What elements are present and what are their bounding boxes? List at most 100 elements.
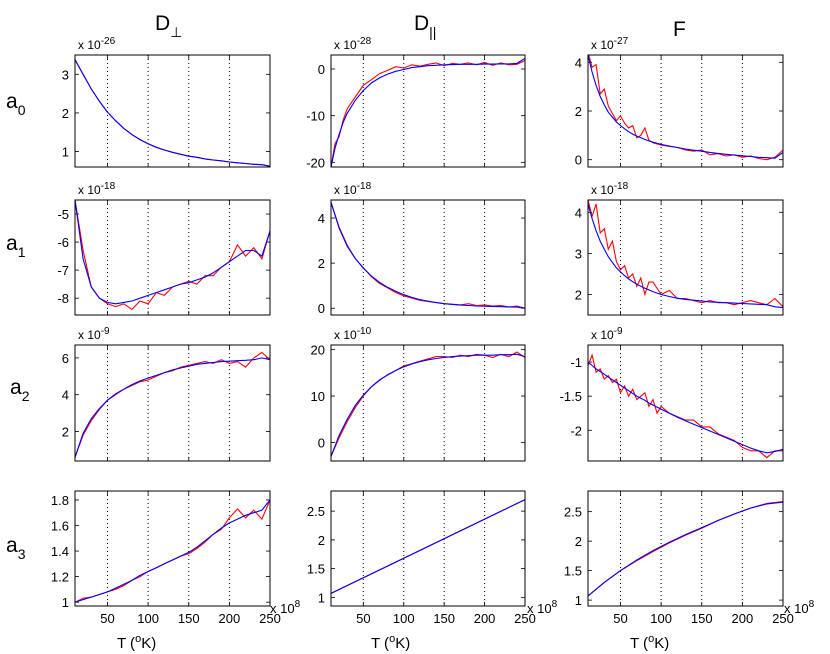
y-tick-label-4: 4 — [575, 205, 582, 220]
row-label-a3: a3 — [6, 534, 26, 562]
y-tick-label-1.4: 1.4 — [51, 544, 69, 559]
axes-frame — [74, 54, 271, 168]
y-tick-label-2: 2 — [62, 106, 69, 121]
col-title-dpar: D|| — [414, 12, 436, 40]
y-tick-label--7: -7 — [57, 263, 69, 278]
x-tick-label-100: 100 — [393, 611, 415, 626]
y-tick-label-0: 0 — [318, 435, 325, 450]
plot-area — [75, 200, 270, 315]
x-tick-label-200: 200 — [474, 611, 496, 626]
y-tick-label-6: 6 — [62, 351, 69, 366]
series-fit-line — [331, 353, 525, 457]
col-title-f: F — [673, 18, 686, 41]
y-exponent-label: x 10-18 — [334, 181, 372, 197]
y-tick-label-1: 1 — [318, 590, 325, 605]
y-tick-label-2.5: 2.5 — [564, 505, 582, 520]
panel-a3-Dperp: 50 100 150 200 250 1 1.2 1.4 1.6 1.8 — [51, 490, 281, 626]
y-tick-label-1: 1 — [62, 595, 69, 610]
axes-frame — [330, 344, 526, 462]
x-tick-label-100: 100 — [137, 611, 159, 626]
y-exponent-label: x 10-9 — [591, 326, 623, 342]
panel-a2-F: -2 -1.5 -1 x 10-9 — [560, 326, 784, 462]
y-exponent-label: x 10-9 — [78, 326, 110, 342]
x-tick-label-50: 50 — [613, 611, 627, 626]
series-fit-line — [588, 203, 783, 309]
y-tick-label-20: 20 — [311, 343, 325, 358]
axes-frame — [587, 344, 784, 462]
x-exponent-col1: x 108 — [270, 599, 301, 616]
x-tick-label-50: 50 — [100, 611, 114, 626]
axes-frame — [74, 490, 271, 607]
plot-area — [588, 200, 783, 315]
x-exponents: x 108 x 108 x 108 — [270, 599, 815, 616]
x-tick-label-150: 150 — [433, 611, 455, 626]
axes-frame — [330, 199, 526, 316]
y-tick-label-4: 4 — [62, 388, 69, 403]
y-tick-label--20: -20 — [306, 155, 325, 170]
row-label-a1: a1 — [6, 232, 26, 260]
y-tick-label-2: 2 — [575, 534, 582, 549]
y-exponent-label: x 10-28 — [334, 36, 372, 52]
y-tick-label-0: 0 — [318, 62, 325, 77]
x-tick-label-100: 100 — [650, 611, 672, 626]
y-exponent-label: x 10-18 — [78, 181, 116, 197]
y-tick-label--6: -6 — [57, 235, 69, 250]
x-axis-title-col3: T (oK) — [630, 633, 669, 652]
y-tick-label-2: 2 — [318, 256, 325, 271]
plot-area — [75, 55, 270, 167]
series-fit-line — [331, 499, 525, 594]
plot-area — [331, 345, 525, 461]
y-exponent-label: x 10-27 — [591, 36, 629, 52]
y-tick-label--10: -10 — [306, 109, 325, 124]
axes-frame — [587, 54, 784, 168]
y-tick-label--1.5: -1.5 — [560, 389, 582, 404]
y-tick-label-2: 2 — [575, 104, 582, 119]
y-tick-label-3: 3 — [62, 67, 69, 82]
y-tick-label-4: 4 — [318, 211, 325, 226]
x-tick-label-150: 150 — [178, 611, 200, 626]
y-tick-label--8: -8 — [57, 291, 69, 306]
series-fit-line — [588, 55, 783, 159]
y-exponent-label: x 10-26 — [78, 36, 116, 52]
panel-a0-Dpar: -20 -10 0 x 10-28 — [306, 36, 526, 170]
panel-a0-Dperp: 1 2 3 x 10-26 — [62, 36, 271, 168]
plot-area — [331, 200, 525, 315]
y-tick-label-1.5: 1.5 — [564, 564, 582, 579]
row-label-a2: a2 — [10, 376, 30, 404]
y-tick-label-2: 2 — [62, 425, 69, 440]
panel-a1-F: 2 3 4 x 10-18 — [575, 181, 784, 316]
y-tick-label-2.5: 2.5 — [307, 504, 325, 519]
axes-frame — [587, 199, 784, 316]
x-axis-titles: T (oK) T (oK) T (oK) — [117, 633, 669, 652]
x-axis-title-col2: T (oK) — [371, 633, 410, 652]
y-tick-label-2: 2 — [575, 287, 582, 302]
y-tick-label--1: -1 — [570, 355, 582, 370]
x-exponent-col2: x 108 — [527, 599, 558, 616]
x-tick-label-200: 200 — [732, 611, 754, 626]
panel-a2-Dperp: 2 4 6 x 10-9 — [62, 326, 271, 462]
axes-frame — [74, 344, 271, 462]
series-fit-line — [588, 501, 783, 597]
x-tick-label-250: 250 — [514, 611, 536, 626]
x-tick-label-250: 250 — [259, 611, 281, 626]
y-tick-label-1: 1 — [575, 593, 582, 608]
series-fit-line — [75, 357, 270, 458]
plot-area — [588, 345, 783, 461]
axes-frame — [74, 199, 271, 316]
y-tick-label-1: 1 — [62, 145, 69, 160]
col-title-dperp: D⊥ — [155, 12, 182, 40]
series-fit-line — [75, 59, 270, 167]
column-titles: D⊥ D|| F — [155, 12, 686, 41]
x-tick-label-250: 250 — [772, 611, 794, 626]
x-tick-label-50: 50 — [356, 611, 370, 626]
series-fit-line — [588, 361, 783, 454]
plot-area — [331, 55, 525, 167]
y-tick-label-10: 10 — [311, 389, 325, 404]
row-labels: a0 a1 a2 a3 — [6, 90, 30, 562]
y-tick-label-1.8: 1.8 — [51, 493, 69, 508]
y-tick-label-4: 4 — [575, 55, 582, 70]
y-tick-label-0: 0 — [575, 153, 582, 168]
plot-area — [75, 491, 270, 606]
